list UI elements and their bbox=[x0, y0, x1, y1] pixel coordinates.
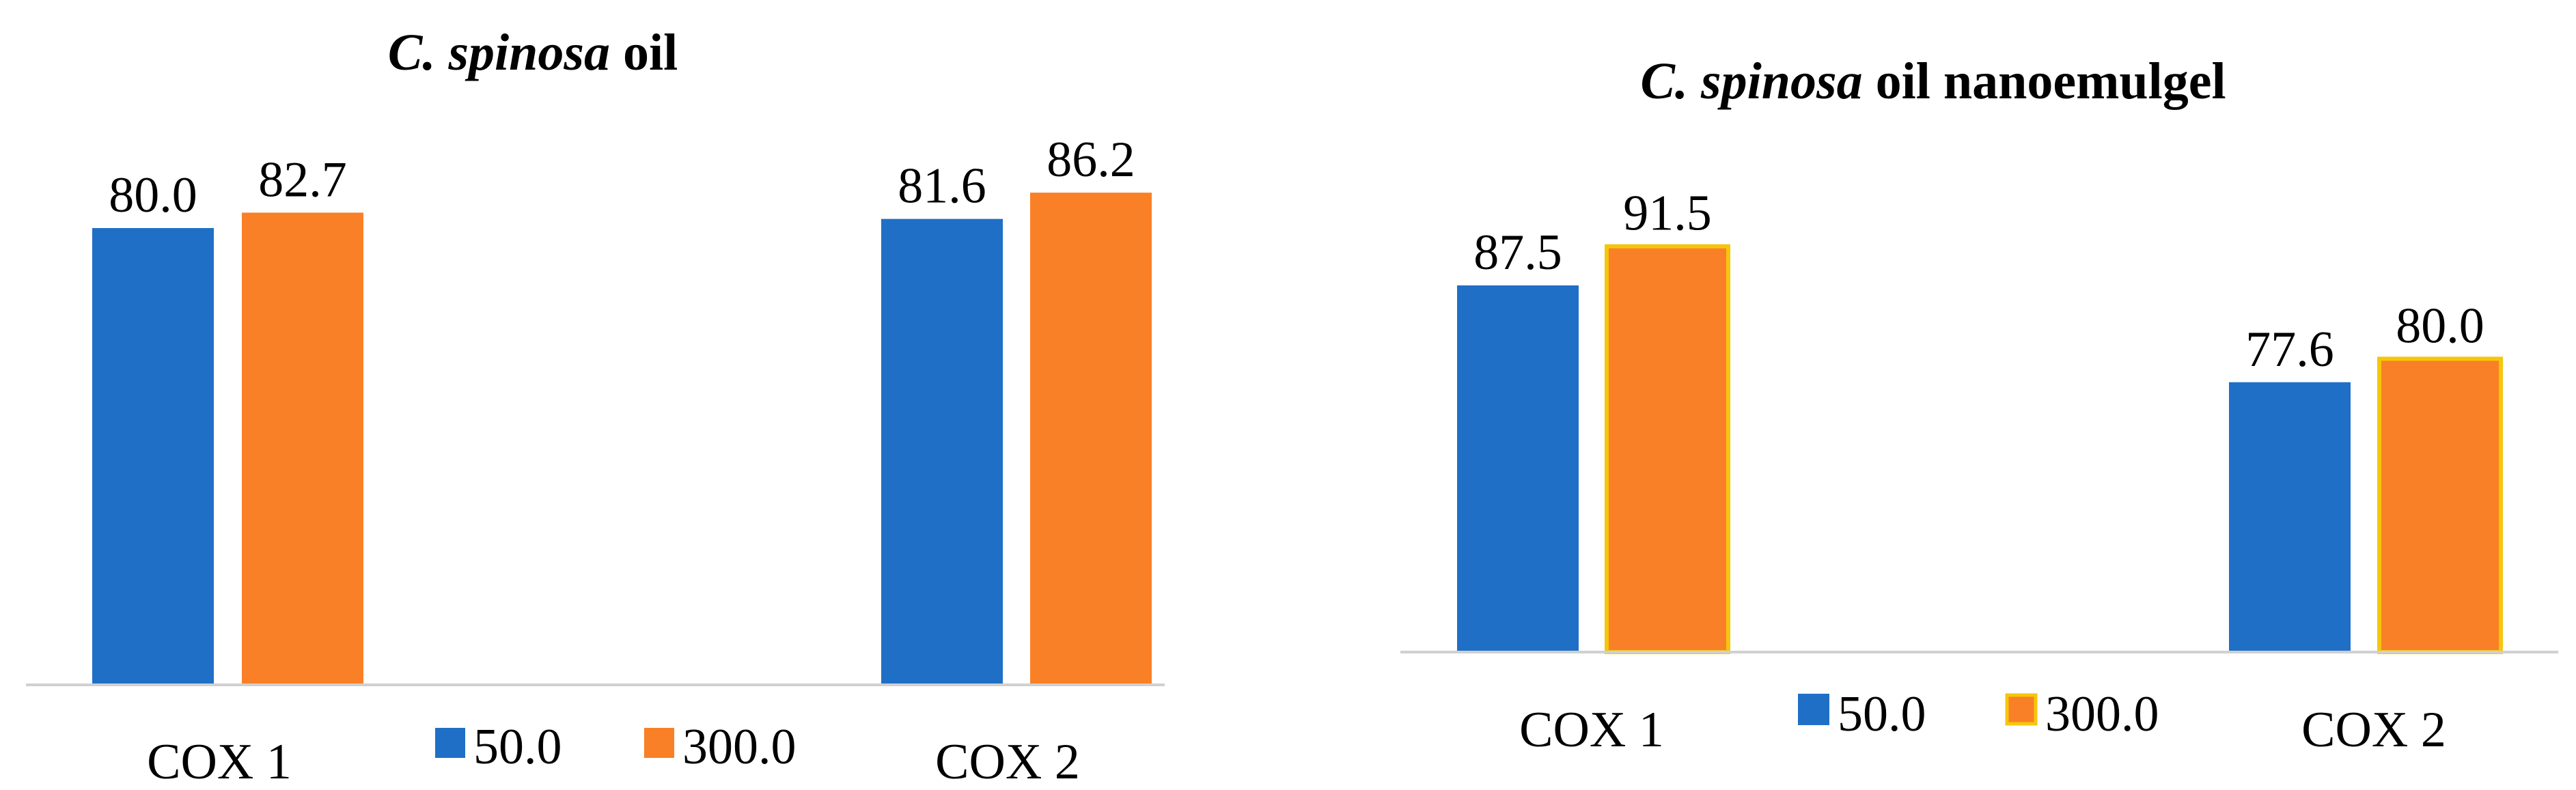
chart-nanoemulgel-legend-label: 50.0 bbox=[1838, 686, 1926, 742]
chart-oil: C. spinosa oil 80.0 81.6 82.7 86.2 COX 1 CO… bbox=[26, 24, 1165, 790]
chart-nanoemulgel-legend-swatch bbox=[1798, 694, 1829, 725]
chart-nanoemulgel-title: C. spinosa oil nanoemulgel bbox=[1640, 53, 2226, 110]
chart-oil-legend-label: 50.0 bbox=[473, 719, 562, 775]
chart-oil-title-rest: oil bbox=[610, 24, 678, 81]
chart-nanoemulgel-bar bbox=[1457, 285, 1579, 652]
chart-nanoemulgel-title-italic: C. spinosa bbox=[1640, 53, 1862, 110]
chart-nanoemulgel-data-label: 87.5 bbox=[1473, 225, 1562, 281]
chart-nanoemulgel-data-label: 80.0 bbox=[2396, 298, 2484, 354]
chart-oil-title: C. spinosa oil bbox=[388, 24, 678, 81]
chart-nanoemulgel-data-label: 77.6 bbox=[2245, 322, 2334, 378]
chart-oil-legend: 50.0 300.0 bbox=[435, 719, 797, 775]
chart-nanoemulgel-bar bbox=[1605, 244, 1730, 655]
chart-oil-bar bbox=[881, 218, 1003, 685]
chart-nanoemulgel-legend-label: 300.0 bbox=[2045, 686, 2159, 742]
chart-nanoemulgel-data-label: 91.5 bbox=[1623, 186, 1712, 242]
chart-oil-data-label: 80.0 bbox=[109, 167, 197, 223]
chart-oil-legend-swatch bbox=[435, 728, 465, 758]
chart-nanoemulgel: C. spinosa oil nanoemulgel 87.5 77.6 91.5 8… bbox=[1400, 53, 2558, 758]
chart-oil-legend-label: 300.0 bbox=[682, 719, 797, 775]
chart-oil-data-label: 82.7 bbox=[258, 152, 347, 208]
chart-oil-category-label: COX 1 bbox=[147, 734, 292, 790]
chart-oil-bar bbox=[92, 228, 214, 685]
chart-oil-data-label: 86.2 bbox=[1047, 132, 1135, 188]
chart-nanoemulgel-title-rest: oil nanoemulgel bbox=[1863, 53, 2226, 110]
chart-oil-category-label: COX 2 bbox=[935, 734, 1080, 790]
chart-oil-title-italic: C. spinosa bbox=[388, 24, 610, 81]
chart-nanoemulgel-category-label: COX 2 bbox=[2301, 702, 2446, 758]
chart-nanoemulgel-bar bbox=[2229, 382, 2351, 652]
chart-oil-bar bbox=[242, 212, 363, 685]
chart-oil-legend-swatch bbox=[644, 728, 674, 758]
chart-oil-bar bbox=[1030, 193, 1152, 686]
chart-nanoemulgel-legend: 50.0 300.0 bbox=[1798, 686, 2159, 742]
chart-nanoemulgel-bar bbox=[2377, 356, 2503, 655]
chart-nanoemulgel-category-label: COX 1 bbox=[1519, 702, 1664, 758]
chart-oil-data-label: 81.6 bbox=[898, 158, 986, 214]
chart-nanoemulgel-legend-swatch bbox=[2005, 693, 2038, 726]
